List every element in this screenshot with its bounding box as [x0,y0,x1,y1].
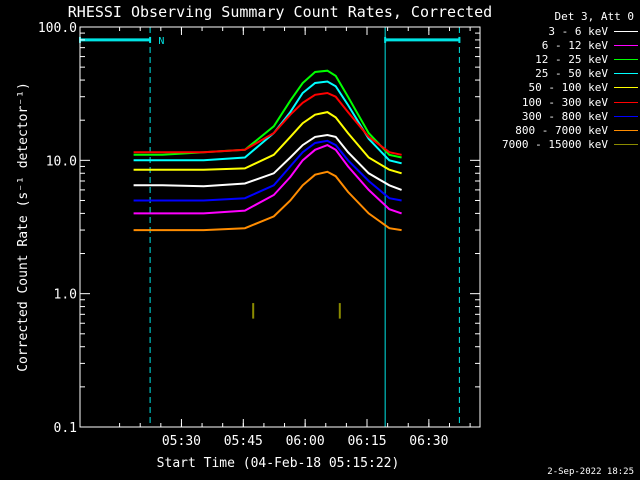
series-line-50-100keV [133,111,402,175]
legend-entry-label: 800 - 7000 keV [515,123,608,137]
legend-entry-swatch [614,30,638,32]
legend-entry-swatch [614,87,638,89]
x-tick-label: 05:45 [224,434,263,449]
legend-entry-label: 3 - 6 keV [548,24,608,38]
legend-entry: 300 - 800 keV [482,109,638,123]
chart-title: RHESSI Observing Summary Count Rates, Co… [68,3,492,21]
legend-entry-label: 6 - 12 keV [541,38,608,52]
y-axis-label: Corrected Count Rate (s⁻¹ detector⁻¹) [16,82,31,372]
legend: Det 3, Att 0 3 - 6 keV 6 - 12 keV 12 - 25 … [482,10,638,152]
series-line-25-50keV [133,80,402,165]
y-tick-label: 0.1 [54,421,77,436]
legend-entry: 50 - 100 keV [482,81,638,95]
y-axis-ticks: 0.1 1.0 10.0 100.0 [38,21,480,436]
legend-title: Det 3, Att 0 [554,10,634,23]
series-line-300-800keV [133,139,402,202]
plot-frame [79,26,481,428]
x-tick-label: 06:00 [286,434,325,449]
legend-entry: 12 - 25 keV [482,52,638,66]
x-tick-label: 05:30 [162,434,201,449]
legend-entry-swatch [614,44,638,46]
legend-entry-label: 300 - 800 keV [521,109,608,123]
series-line-100-300keV [133,91,402,156]
legend-entry: 100 - 300 keV [482,95,638,109]
legend-rows: 3 - 6 keV 6 - 12 keV 12 - 25 keV 25 - 50 ke… [482,24,638,152]
axes [79,26,481,428]
legend-entry-label: 12 - 25 keV [535,52,608,66]
plot-area: N [79,27,461,427]
y-tick-label: 1.0 [54,288,77,303]
footer-date: 2-Sep-2022 18:25 [547,467,634,477]
legend-entry-label: 100 - 300 keV [521,95,608,109]
x-axis-ticks: 05:30 05:45 06:00 06:15 06:30 [119,27,471,449]
x-axis-label: Start Time (04-Feb-18 05:15:22) [157,456,400,471]
legend-entry-swatch [614,115,638,117]
legend-entry-swatch [614,73,638,75]
series-line-6-12keV [133,143,402,215]
legend-entry: 25 - 50 keV [482,67,638,81]
legend-entry: 3 - 6 keV [482,24,638,38]
legend-entry-swatch [614,58,638,60]
legend-entry-swatch [614,101,638,103]
series-line-12-25keV [133,69,402,159]
legend-entry-label: 7000 - 15000 keV [502,138,608,152]
x-tick-label: 06:30 [409,434,448,449]
series-line-3-6keV [133,133,402,191]
legend-entry-swatch [614,144,638,146]
legend-entry-label: 25 - 50 keV [535,67,608,81]
series-line-800-7000keV [133,170,402,232]
y-tick-label: 10.0 [46,154,77,169]
legend-entry: 7000 - 15000 keV [482,138,638,152]
legend-entry: 800 - 7000 keV [482,123,638,137]
y-tick-label: 100.0 [38,21,77,36]
legend-entry-label: 50 - 100 keV [528,81,608,95]
flag-label: N [158,36,164,47]
legend-entry-swatch [614,129,638,131]
legend-entry: 6 - 12 keV [482,38,638,52]
x-tick-label: 06:15 [347,434,386,449]
